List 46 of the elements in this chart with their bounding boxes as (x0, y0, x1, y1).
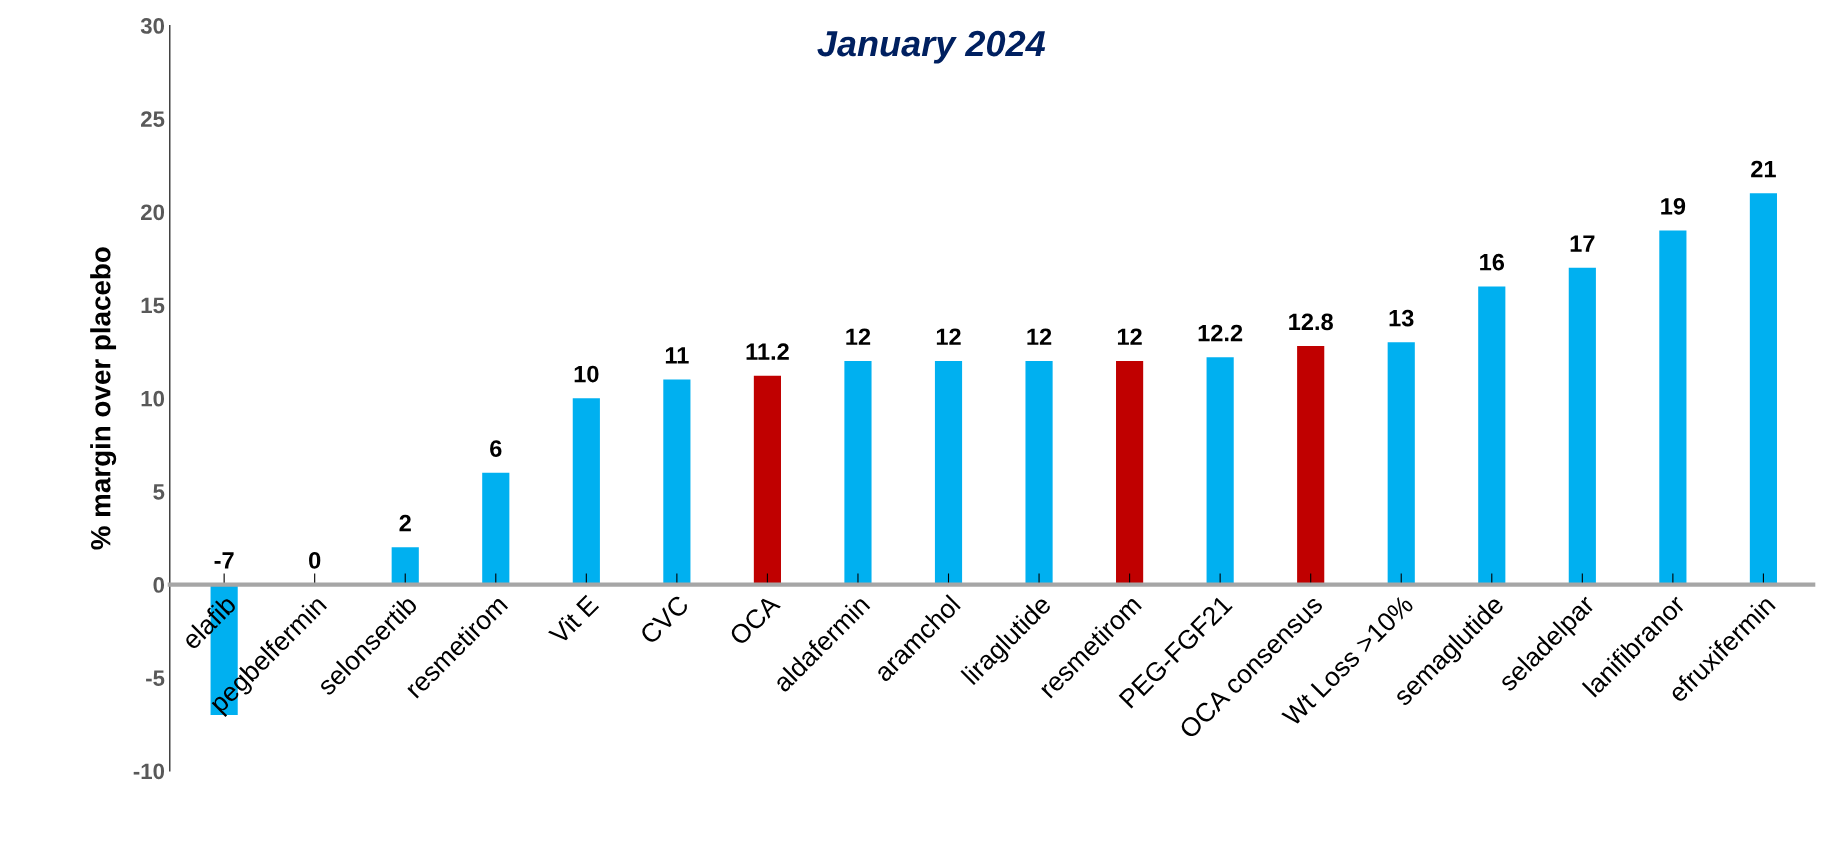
y-tick-label: -10 (133, 763, 165, 780)
data-label: 13 (1389, 309, 1414, 327)
data-label: 17 (1570, 235, 1595, 252)
bar (572, 398, 600, 585)
data-label: 0 (309, 552, 321, 569)
y-tick-label: 20 (141, 204, 165, 221)
data-label: 2 (399, 514, 411, 532)
data-label: 12 (846, 328, 871, 345)
bar (1297, 346, 1325, 585)
y-tick-label: 25 (141, 111, 165, 127)
y-tick-label: 10 (141, 390, 165, 407)
y-tick-label: -5 (146, 670, 165, 687)
data-label: 11 (665, 347, 689, 364)
bar (844, 360, 872, 585)
bar (663, 379, 691, 585)
data-label: 12 (1027, 328, 1052, 345)
y-tick-label: 5 (153, 484, 165, 500)
bar (1568, 267, 1596, 585)
x-tick-label: Vit E (547, 593, 600, 646)
data-label: 12.2 (1198, 324, 1243, 342)
bar (1659, 230, 1687, 585)
chart-title: January 2024 (817, 30, 1046, 64)
data-label: 21 (1751, 160, 1776, 178)
bar (1206, 357, 1234, 585)
data-label: 10 (574, 365, 599, 383)
bar (753, 375, 781, 585)
bar (391, 547, 419, 585)
data-label: 6 (490, 440, 502, 457)
y-tick-label: 15 (141, 297, 165, 314)
bar (1749, 193, 1777, 585)
bar (482, 472, 510, 585)
y-tick-label: 30 (140, 18, 165, 34)
data-label: 12 (1117, 328, 1142, 345)
data-label: -7 (214, 552, 234, 569)
data-label: 12.8 (1289, 313, 1333, 331)
bar (1478, 286, 1506, 585)
y-tick-label: 0 (153, 577, 165, 593)
bar (1387, 342, 1415, 585)
data-label: 19 (1661, 197, 1686, 215)
data-label: 16 (1480, 253, 1505, 271)
data-label: 12 (936, 328, 961, 345)
bar (1025, 360, 1053, 585)
y-axis-title: % margin over placebo (90, 247, 117, 550)
bar (1116, 360, 1144, 585)
bar (934, 360, 963, 585)
data-label: 11.2 (746, 343, 789, 360)
